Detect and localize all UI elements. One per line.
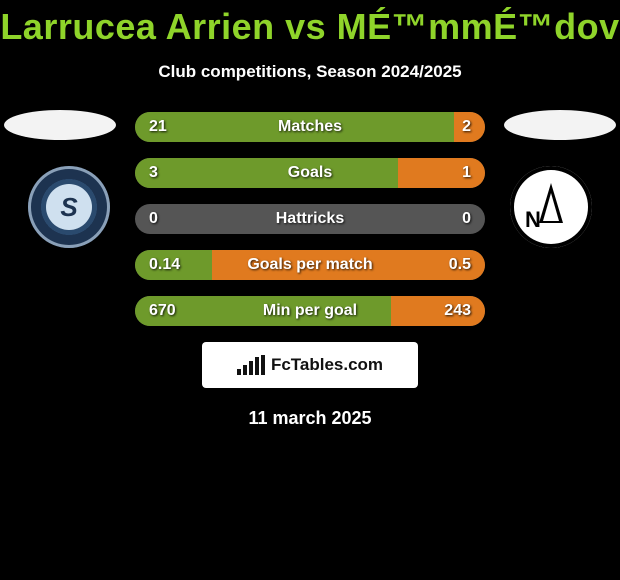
club-logo-left: S bbox=[28, 166, 110, 248]
brand-badge: FcTables.com bbox=[202, 342, 418, 388]
flag-right bbox=[504, 110, 616, 140]
stat-label: Matches bbox=[135, 112, 485, 142]
flag-left bbox=[4, 110, 116, 140]
stat-row: Goals3 1 bbox=[135, 158, 485, 188]
brand-text: FcTables.com bbox=[271, 355, 383, 375]
stat-row: Matches21 2 bbox=[135, 112, 485, 142]
stat-value-left: 21 bbox=[135, 112, 181, 142]
stat-value-left: 0 bbox=[135, 204, 172, 234]
stat-bars: Matches212Goals31Hattricks00Goals per ma… bbox=[135, 110, 485, 326]
stat-value-left: 0.14 bbox=[135, 250, 194, 280]
subtitle: Club competitions, Season 2024/2025 bbox=[0, 62, 620, 82]
stat-row: Goals per match0.140.5 bbox=[135, 250, 485, 280]
stat-row: Hattricks0 0 bbox=[135, 204, 485, 234]
stat-label: Hattricks bbox=[135, 204, 485, 234]
club-logo-right: N bbox=[510, 166, 592, 248]
stat-value-right: 2 bbox=[448, 112, 485, 142]
brand-chart-icon bbox=[237, 355, 265, 375]
stat-label: Goals bbox=[135, 158, 485, 188]
club-logo-right-letter: N bbox=[525, 207, 541, 233]
stat-value-left: 670 bbox=[135, 296, 190, 326]
stat-row: Min per goal670243 bbox=[135, 296, 485, 326]
stat-value-right: 0.5 bbox=[435, 250, 485, 280]
stat-value-left: 3 bbox=[135, 158, 172, 188]
club-logo-left-letter: S bbox=[46, 184, 92, 230]
date-text: 11 march 2025 bbox=[0, 408, 620, 429]
comparison-arena: S N Matches212Goals31Hattricks00Goals pe… bbox=[0, 110, 620, 326]
stat-value-right: 1 bbox=[448, 158, 485, 188]
page-title: Larrucea Arrien vs MÉ™mmÉ™dov bbox=[0, 0, 620, 48]
stat-value-right: 0 bbox=[448, 204, 485, 234]
stat-value-right: 243 bbox=[430, 296, 485, 326]
